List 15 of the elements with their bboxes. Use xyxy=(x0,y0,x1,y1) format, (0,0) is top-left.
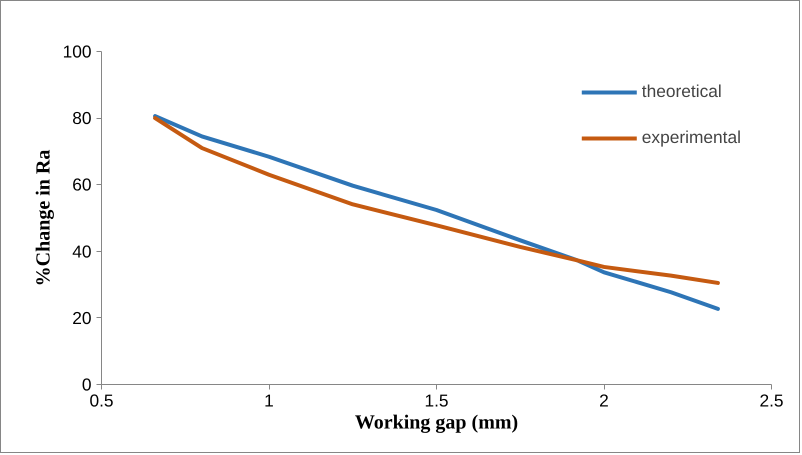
x-axis-title: Working gap (mm) xyxy=(354,412,518,434)
y-tick-label: 20 xyxy=(72,308,92,328)
x-tick-label: 1 xyxy=(264,390,274,410)
x-tick-label: 2.5 xyxy=(759,390,784,410)
x-tick-label: 0.5 xyxy=(89,390,114,410)
y-axis-title: %Change in Ra xyxy=(32,150,55,286)
y-tick-label: 100 xyxy=(62,42,92,62)
y-tick-label: 40 xyxy=(72,241,92,262)
legend-label: experimental xyxy=(642,127,741,148)
y-tick-label: 60 xyxy=(72,174,92,195)
y-tick-label: 80 xyxy=(72,108,92,128)
legend-label: theoretical xyxy=(642,81,722,102)
y-tick-label: 0 xyxy=(82,374,92,394)
x-tick-label: 1.5 xyxy=(424,390,449,410)
x-tick-label: 2 xyxy=(599,390,609,410)
